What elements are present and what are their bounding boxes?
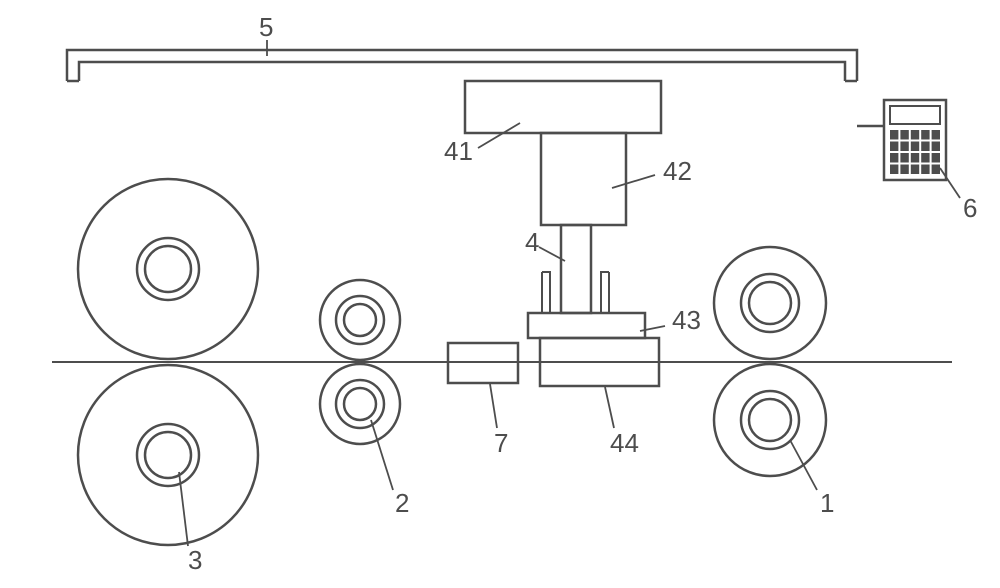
roller-large-left-mid-1 [137, 424, 199, 486]
roller-small-in-1 [344, 388, 376, 420]
lead-l1 [790, 440, 817, 490]
keypad-button [890, 165, 898, 175]
roller-large-left-outer-0 [78, 179, 258, 359]
keypad-button [900, 130, 908, 140]
lead-l6 [940, 168, 960, 198]
label-l7: 7 [494, 428, 508, 458]
keypad-button [921, 142, 929, 152]
keypad-button [900, 165, 908, 175]
keypad-button [890, 130, 898, 140]
block-43 [528, 313, 645, 338]
keypad-button [921, 153, 929, 163]
label-l3: 3 [188, 545, 202, 575]
keypad-button [921, 165, 929, 175]
label-l43: 43 [672, 305, 701, 335]
roller-large-left-in-0 [145, 246, 191, 292]
keypad-button [932, 165, 940, 175]
label-l44: 44 [610, 428, 639, 458]
keypad-button [890, 153, 898, 163]
lead-l41 [478, 123, 520, 148]
keypad-button [932, 142, 940, 152]
roller-large-left-outer-1 [78, 365, 258, 545]
bracket-tops [542, 272, 609, 280]
keypad-button [932, 130, 940, 140]
frame-outer [67, 50, 857, 81]
label-l4: 4 [525, 227, 539, 257]
roller-large-right-outer-0 [714, 247, 826, 359]
frame-inner [79, 62, 845, 81]
roller-large-right-outer-1 [714, 364, 826, 476]
assembly-4 [465, 81, 661, 386]
block-42 [541, 133, 626, 225]
frame [67, 50, 857, 81]
bracket [542, 272, 609, 313]
label-l42: 42 [663, 156, 692, 186]
keypad-button [900, 142, 908, 152]
keypad-button [911, 130, 919, 140]
keypad-button [890, 142, 898, 152]
keypad-6 [857, 100, 946, 180]
label-l2: 2 [395, 488, 409, 518]
roller-large-right-in-1 [749, 399, 791, 441]
keypad-screen [890, 106, 940, 124]
roller-small-outer-1 [320, 364, 400, 444]
roller-large-right-in-0 [749, 282, 791, 324]
keypad-button [921, 130, 929, 140]
keypad-button [911, 142, 919, 152]
label-l1: 1 [820, 488, 834, 518]
lead-l7 [490, 384, 497, 428]
keypad-button [911, 153, 919, 163]
roller-large-left-in-1 [145, 432, 191, 478]
roller-small-in-0 [344, 304, 376, 336]
lead-l42 [612, 175, 655, 188]
roller-large-left-mid-0 [137, 238, 199, 300]
label-l6: 6 [963, 193, 977, 223]
roller-small-outer-0 [320, 280, 400, 360]
label-l41: 41 [444, 136, 473, 166]
label-l5: 5 [259, 12, 273, 42]
keypad-button [932, 153, 940, 163]
keypad-button [900, 153, 908, 163]
labels: 5 41 42 4 43 6 7 44 1 2 3 [179, 12, 977, 575]
shaft-4 [561, 225, 591, 313]
block-41 [465, 81, 661, 133]
keypad-button [911, 165, 919, 175]
lead-l44 [605, 387, 614, 428]
